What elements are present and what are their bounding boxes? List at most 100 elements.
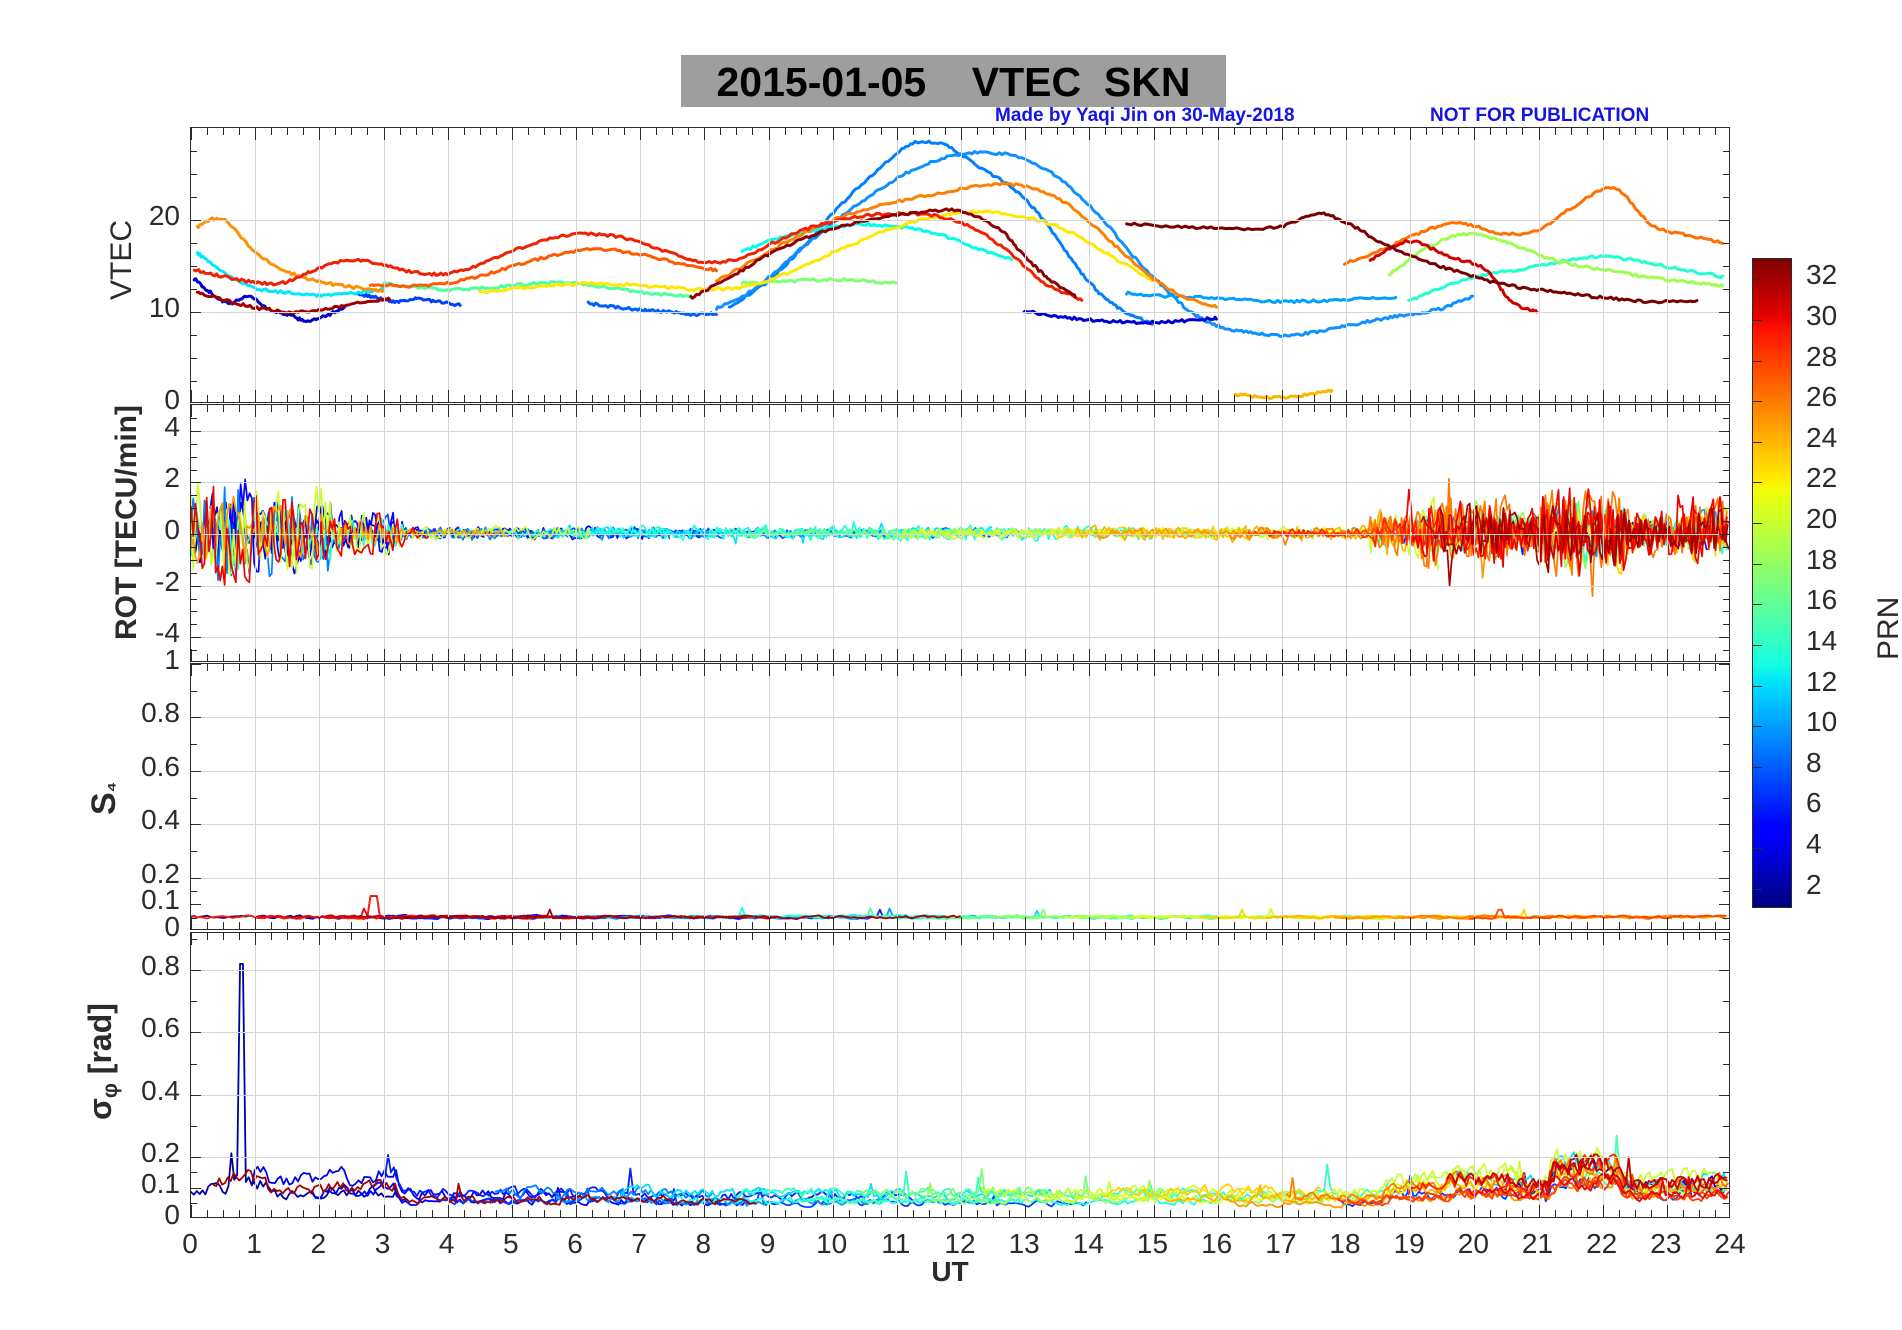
y-axis-tick-label: 10 [148,292,180,323]
x-axis-minor-tick [464,933,465,940]
x-axis-minor-tick [865,1210,866,1217]
y-axis-minor-tick [191,891,197,892]
x-axis-minor-tick [1699,664,1700,671]
x-axis-minor-tick [1715,395,1716,402]
x-axis-minor-tick [752,405,753,412]
x-axis-minor-tick [351,664,352,671]
x-axis-minor-tick [544,405,545,412]
x-axis-tick [833,405,834,417]
x-axis-minor-tick [993,1210,994,1217]
x-axis-tick [1603,128,1604,140]
y-axis-tick [191,771,201,772]
gridline-vertical [1539,664,1540,929]
x-axis-minor-tick [1635,933,1636,940]
x-axis-minor-tick [752,922,753,929]
gridline-vertical [1282,405,1283,661]
colorbar-tick [1753,848,1762,849]
gridline-vertical [1603,664,1604,929]
x-axis-minor-tick [720,654,721,661]
x-axis-minor-tick [287,664,288,671]
x-axis-minor-tick [1715,922,1716,929]
x-axis-minor-tick [801,933,802,940]
gridline-vertical [319,664,320,929]
x-axis-tick-label: 22 [1586,1228,1618,1259]
x-axis-minor-tick [1073,922,1074,929]
x-axis-tick [1346,1205,1347,1217]
x-axis-tick [961,649,962,661]
x-axis-minor-tick [1426,933,1427,940]
x-axis-minor-tick [1202,405,1203,412]
gridline-vertical [448,664,449,929]
x-axis-minor-tick [1250,1210,1251,1217]
gridline-vertical [833,664,834,929]
y-axis-tick-label: 0 [164,1199,180,1230]
x-axis-minor-tick [1330,395,1331,402]
x-axis-tick [448,917,449,929]
y-axis-tick [1719,431,1729,432]
x-axis-tick-label: 4 [438,1228,455,1259]
y-axis-minor-tick [191,939,197,940]
x-axis-minor-tick [881,128,882,135]
x-axis-minor-tick [993,395,994,402]
x-axis-minor-tick [223,664,224,671]
x-axis-minor-tick [865,664,866,671]
title-background-band [681,55,1226,107]
y-axis-minor-tick [191,174,197,175]
x-axis-minor-tick [736,933,737,940]
x-axis-tick [1410,128,1411,140]
x-axis-minor-tick [1314,395,1315,402]
y-axis-tick [1719,771,1729,772]
y-axis-minor-tick [1723,611,1729,612]
x-axis-minor-tick [1266,654,1267,661]
x-axis-minor-tick [720,395,721,402]
x-axis-minor-tick [1186,128,1187,135]
x-axis-minor-tick [608,1210,609,1217]
y-axis-minor-tick [191,560,197,561]
gridline-vertical [1346,933,1347,1217]
x-axis-minor-tick [1442,933,1443,940]
x-axis-minor-tick [785,654,786,661]
x-axis-minor-tick [287,128,288,135]
x-axis-tick [704,933,705,945]
x-axis-minor-tick [1458,654,1459,661]
y-axis-tick [1719,1188,1729,1189]
x-axis-minor-tick [1121,1210,1122,1217]
colorbar-tick [1753,726,1762,727]
y-axis-tick-label: 4 [164,411,180,442]
gridline-vertical [1667,405,1668,661]
x-axis-minor-tick [560,654,561,661]
y-axis-minor-tick [1723,1126,1729,1127]
colorbar-tick-label: 20 [1806,503,1838,534]
x-axis-minor-tick [1490,405,1491,412]
data-series-line [689,207,1077,300]
x-axis-minor-tick [560,664,561,671]
x-axis-minor-tick [1186,654,1187,661]
x-axis-minor-tick [1522,933,1523,940]
gridline-vertical [1218,664,1219,929]
x-axis-tick [1539,664,1540,676]
y-axis-minor-tick [1723,470,1729,471]
y-axis-minor-tick [1723,1172,1729,1173]
x-axis-minor-tick [1635,654,1636,661]
colorbar-tick-label: 24 [1806,422,1838,453]
gridline-horizontal [191,220,1729,221]
x-axis-minor-tick [207,654,208,661]
x-axis-minor-tick [849,395,850,402]
y-axis-tick-label: 0.2 [141,858,180,889]
x-axis-minor-tick [993,128,994,135]
x-axis-minor-tick [993,922,994,929]
x-axis-minor-tick [929,933,930,940]
x-axis-tick [640,664,641,676]
x-axis-minor-tick [416,128,417,135]
x-axis-minor-tick [929,664,930,671]
x-axis-minor-tick [865,405,866,412]
x-axis-minor-tick [624,664,625,671]
x-axis-tick [319,664,320,676]
x-axis-minor-tick [1170,922,1171,929]
y-axis-tick-label: 0 [164,384,180,415]
x-axis-tick [1089,1205,1090,1217]
x-axis-minor-tick [1683,405,1684,412]
x-axis-minor-tick [1571,395,1572,402]
x-axis-minor-tick [496,654,497,661]
x-axis-minor-tick [544,128,545,135]
